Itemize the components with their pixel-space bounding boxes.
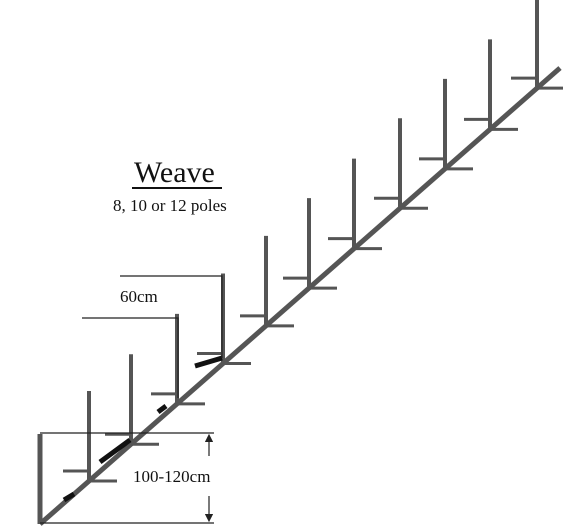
spacing-dimension: 60cm — [82, 275, 223, 398]
spacing-guide-upper — [120, 275, 223, 358]
diagram-title: Weave — [134, 156, 215, 189]
measurement-mark — [62, 491, 76, 503]
height-dimension: 100-120cm — [40, 432, 214, 524]
height-label: 100-120cm — [133, 467, 210, 486]
diagram-subtitle: 8, 10 or 12 poles — [113, 196, 227, 215]
spacing-label: 60cm — [120, 287, 158, 306]
measurement-mark — [194, 355, 223, 369]
weave-base-line — [38, 66, 562, 526]
weave-poles — [62, 0, 563, 503]
measurement-mark — [156, 404, 168, 414]
measurement-mark — [98, 437, 132, 465]
spacing-guide-lower — [82, 317, 179, 398]
